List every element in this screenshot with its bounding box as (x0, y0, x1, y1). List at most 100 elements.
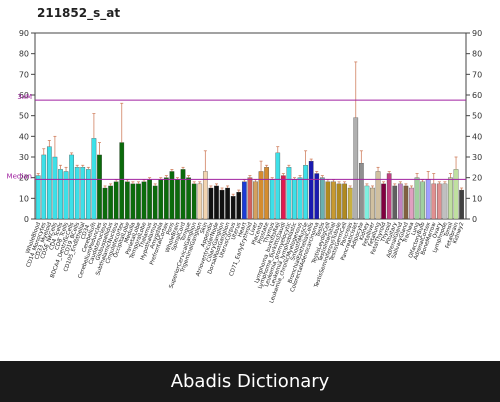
bar (381, 183, 386, 220)
bar (286, 167, 292, 220)
right-y-tick-label: 60 (472, 91, 482, 100)
bar (52, 156, 58, 220)
right-y-tick-label: 90 (472, 29, 482, 38)
category-label: Liver (249, 221, 260, 236)
category-label: Uterus (231, 222, 243, 241)
right-y-tick-label: 10 (472, 194, 482, 203)
category-label: Tonsil (443, 221, 454, 239)
bar (97, 154, 102, 220)
bar (375, 171, 381, 220)
bar (241, 181, 247, 220)
bar (219, 189, 225, 220)
bar (85, 169, 91, 220)
bar (264, 167, 269, 220)
y-tick-label: 0 (24, 215, 29, 224)
bar (236, 191, 242, 220)
bar (230, 196, 236, 220)
chart-title: 211852_s_at (37, 6, 121, 20)
bar (80, 167, 86, 220)
watermark-text: Abadis Dictionary (170, 371, 330, 392)
bar (347, 187, 353, 220)
bar (158, 179, 164, 220)
bar (436, 183, 442, 220)
category-label: Lung (411, 222, 421, 237)
bar (308, 160, 314, 220)
bar (102, 187, 108, 220)
bar (319, 177, 325, 220)
bar (119, 142, 125, 220)
bar (136, 183, 141, 220)
bar (314, 173, 320, 220)
bar-chart: 01020304050607080900102030405060708090Wh… (7, 29, 483, 304)
bar (191, 183, 197, 220)
bar (169, 171, 175, 220)
bar (91, 138, 97, 220)
right-y-tick-label: 80 (472, 50, 482, 59)
bar (392, 185, 398, 220)
bar (275, 152, 281, 220)
category-label: Heart (237, 221, 248, 238)
y-tick-label: 10 (19, 194, 29, 203)
bar (197, 183, 203, 220)
category-label: Skin (200, 221, 210, 235)
bar (74, 167, 80, 220)
right-y-tick-label: 30 (472, 153, 482, 162)
bar (364, 185, 370, 220)
bar (46, 146, 52, 220)
bar (297, 177, 303, 220)
bar (175, 179, 180, 220)
bar (459, 189, 464, 220)
y-tick-label: 50 (19, 112, 29, 121)
bar (63, 171, 69, 220)
right-y-tick-label: 70 (472, 70, 482, 79)
bar (353, 117, 359, 220)
bar (420, 181, 425, 220)
bar (113, 181, 119, 220)
bar (58, 169, 63, 220)
bar (303, 165, 308, 220)
y-tick-label: 90 (19, 29, 29, 38)
bar (292, 179, 297, 220)
bar (331, 181, 336, 220)
bar (108, 185, 113, 220)
bar (186, 177, 191, 220)
bar (403, 185, 409, 220)
bar (214, 185, 219, 220)
bar (442, 183, 448, 220)
bar (247, 177, 253, 220)
reference-line-label: Median (7, 172, 32, 180)
bar (208, 187, 214, 220)
bar (431, 183, 437, 220)
bar (414, 177, 420, 220)
bar (253, 181, 258, 220)
bar (69, 154, 74, 220)
bar (147, 179, 152, 220)
bar (152, 185, 158, 220)
bar (370, 187, 375, 220)
bar (130, 183, 136, 220)
bar (358, 163, 364, 220)
y-tick-label: 80 (19, 50, 29, 59)
right-y-tick-label: 50 (472, 112, 482, 121)
bar (180, 169, 186, 220)
bar (425, 179, 431, 220)
right-y-tick-label: 40 (472, 132, 482, 141)
bar (448, 177, 453, 220)
reference-line-label: 3xM (17, 93, 32, 101)
bar (386, 173, 392, 220)
y-tick-label: 20 (19, 174, 29, 183)
category-label: Pons (166, 222, 176, 236)
chart-panel: 211852_s_at 0 10 20 30 40 50 60 70 80 90 0 10 20 30 40… (6, 6, 483, 305)
bar (163, 177, 169, 220)
watermark-bar: Abadis Dictionary (0, 361, 500, 402)
bar (453, 169, 459, 220)
bar (269, 179, 275, 220)
bar (258, 171, 264, 220)
category-label: CD34_ (80, 221, 92, 240)
bar (124, 181, 130, 220)
bar (280, 175, 286, 220)
bar (225, 187, 230, 220)
bar (141, 181, 147, 220)
category-label: Testis (315, 222, 326, 239)
bar (41, 154, 47, 220)
